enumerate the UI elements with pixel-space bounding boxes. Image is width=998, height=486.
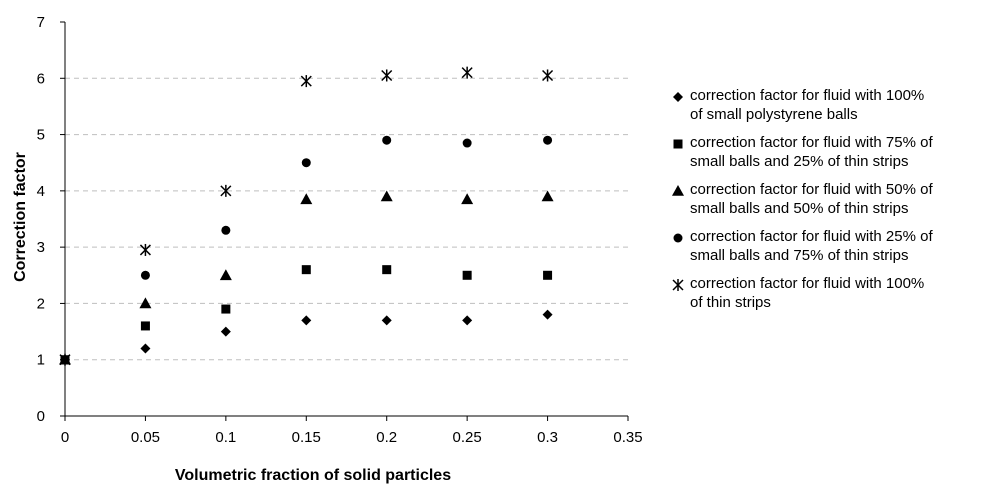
legend-label: correction factor for fluid with 25% of … xyxy=(690,228,933,264)
series-square xyxy=(60,265,553,365)
point-diamond-6 xyxy=(542,309,553,320)
legend-marker-shape-2 xyxy=(672,185,684,196)
legend-label: correction factor for fluid with 50% of … xyxy=(690,181,933,217)
point-square-5 xyxy=(462,270,472,280)
point-diamond-5 xyxy=(462,315,473,326)
legend-item-diamond: correction factor for fluid with 100% of… xyxy=(672,86,994,124)
y-tick-label-1: 1 xyxy=(37,352,45,369)
point-circle-5 xyxy=(462,138,472,148)
point-star-1 xyxy=(139,243,151,256)
series-circle xyxy=(60,135,553,365)
legend-label: correction factor for fluid with 100% of… xyxy=(690,87,925,123)
x-tick-label-4: 0.2 xyxy=(376,429,397,446)
point-diamond-1 xyxy=(140,343,151,354)
legend-item-star: correction factor for fluid with 100% of… xyxy=(672,274,994,312)
series-triangle xyxy=(59,190,554,365)
point-triangle-3 xyxy=(300,193,313,205)
legend-item-triangle: correction factor for fluid with 50% of … xyxy=(672,180,994,218)
x-tick-label-3: 0.15 xyxy=(292,429,321,446)
x-axis-title: Volumetric fraction of solid particles xyxy=(175,467,451,484)
point-star-2 xyxy=(220,184,232,197)
legend-marker-shape-1 xyxy=(673,139,683,149)
point-triangle-1 xyxy=(139,297,152,309)
y-tick-label-6: 6 xyxy=(37,70,45,87)
point-square-2 xyxy=(221,304,231,314)
legend-label: correction factor for fluid with 75% of … xyxy=(690,134,933,170)
legend-triangle-icon xyxy=(672,180,686,199)
x-tick-label-5: 0.25 xyxy=(453,429,482,446)
point-triangle-2 xyxy=(219,269,232,281)
point-circle-3 xyxy=(301,158,311,168)
y-tick-labels: 0 1 2 3 4 5 6 7 xyxy=(37,14,45,425)
point-circle-2 xyxy=(221,225,231,235)
legend-star-icon xyxy=(672,274,686,293)
legend-square-icon xyxy=(672,133,686,152)
point-star-0 xyxy=(59,353,71,366)
y-axis-title: Correction factor xyxy=(12,152,29,282)
point-triangle-6 xyxy=(541,190,554,202)
point-triangle-5 xyxy=(461,193,474,205)
point-star-6 xyxy=(542,69,554,82)
gridlines xyxy=(65,77,628,361)
point-diamond-4 xyxy=(381,315,392,326)
point-square-6 xyxy=(543,270,553,280)
point-circle-1 xyxy=(140,270,150,280)
x-tick-label-1: 0.05 xyxy=(131,429,160,446)
legend-diamond-icon xyxy=(672,86,686,105)
legend-item-square: correction factor for fluid with 75% of … xyxy=(672,133,994,171)
y-tick-label-7: 7 xyxy=(37,14,45,31)
legend: correction factor for fluid with 100% of… xyxy=(672,86,994,321)
legend-marker-shape-0 xyxy=(673,92,683,102)
legend-marker-shape-4 xyxy=(672,279,684,291)
point-circle-4 xyxy=(382,135,392,145)
point-circle-6 xyxy=(543,135,553,145)
x-tick-label-6: 0.3 xyxy=(537,429,558,446)
scatter-chart: 0 1 2 3 4 5 6 7 0 0.05 0.1 0.15 0.2 0.25 0.3 0.35 Corr… xyxy=(12,14,643,484)
y-tick-label-4: 4 xyxy=(37,183,45,200)
y-tick-label-5: 5 xyxy=(37,127,45,144)
legend-label: correction factor for fluid with 100% of… xyxy=(690,275,925,311)
x-tick-label-2: 0.1 xyxy=(215,429,236,446)
legend-circle-icon xyxy=(672,227,686,246)
legend-item-circle: correction factor for fluid with 25% of … xyxy=(672,227,994,265)
data-points xyxy=(59,66,554,366)
point-star-3 xyxy=(300,75,312,88)
series-star xyxy=(59,66,554,366)
y-tick-label-3: 3 xyxy=(37,239,45,256)
series-diamond xyxy=(60,309,553,365)
point-triangle-4 xyxy=(380,190,393,202)
point-diamond-3 xyxy=(301,315,312,326)
x-tick-labels: 0 0.05 0.1 0.15 0.2 0.25 0.3 0.35 xyxy=(61,429,643,446)
point-square-1 xyxy=(140,321,150,331)
x-tick-label-0: 0 xyxy=(61,429,69,446)
point-diamond-2 xyxy=(220,326,231,337)
point-square-4 xyxy=(382,265,392,275)
legend-marker-shape-3 xyxy=(673,233,683,243)
point-star-4 xyxy=(381,69,393,82)
point-star-5 xyxy=(461,66,473,79)
y-tick-label-0: 0 xyxy=(37,408,45,425)
axes xyxy=(60,21,629,421)
x-tick-label-7: 0.35 xyxy=(613,429,642,446)
point-square-3 xyxy=(301,265,311,275)
y-tick-label-2: 2 xyxy=(37,295,45,312)
